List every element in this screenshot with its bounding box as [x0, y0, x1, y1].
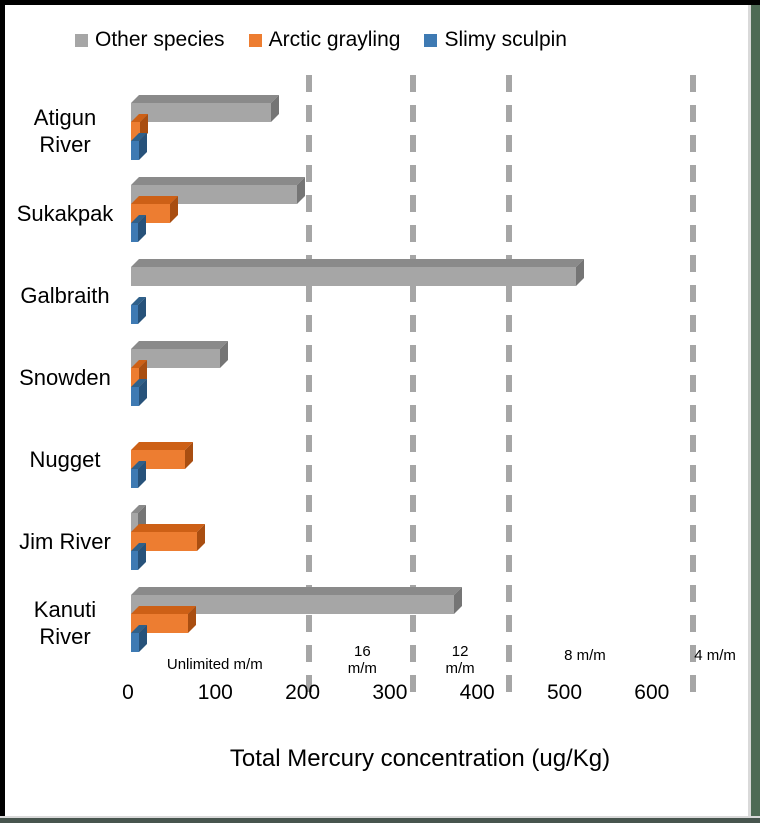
bar-slimy-sculpin: [131, 633, 139, 652]
guideline-annotation: 4 m/m: [694, 647, 736, 664]
x-tick-label: 600: [634, 681, 670, 704]
bar-arctic-grayling: [131, 122, 140, 141]
x-tick-label: 400: [459, 681, 495, 704]
category-label: Nugget: [29, 446, 101, 472]
guideline-annotation: 8 m/m: [564, 647, 606, 664]
legend-label: Arctic grayling: [268, 28, 401, 51]
bar-other-species-top-face: [131, 341, 229, 349]
bar-arctic-grayling-top-face: [131, 606, 196, 614]
x-axis-title: Total Mercury concentration (ug/Kg): [229, 745, 611, 772]
window-border-right-line: [748, 5, 751, 823]
bar-arctic-grayling: [131, 368, 139, 387]
window-border-right: [751, 5, 760, 823]
guideline-annotation: 16 m/m: [347, 643, 377, 677]
legend-swatch-icon: [248, 33, 262, 47]
bar-other-species: [131, 513, 138, 532]
window-border-bottom-line: [0, 816, 760, 818]
category-label: Galbraith: [20, 282, 110, 308]
guideline-12-m/m: [410, 75, 417, 700]
category-label: Sukakpak: [16, 200, 114, 226]
x-tick-label: 500: [546, 681, 583, 704]
legend-swatch-icon: [75, 33, 88, 47]
bar-arctic-grayling-top-face: [131, 442, 194, 450]
category-label: Jim River: [19, 528, 111, 554]
x-tick-label: 200: [285, 681, 321, 704]
window-border-left: [0, 0, 5, 818]
legend-item-arctic-grayling: Arctic grayling: [248, 28, 401, 52]
bar-other-species-top-face: [131, 587, 462, 595]
window-border-bottom: [0, 818, 760, 823]
bar-other-species-top-face: [131, 95, 279, 103]
x-tick-label: 100: [197, 681, 233, 704]
bar-slimy-sculpin: [131, 387, 139, 406]
category-label: Kanuti River: [33, 597, 97, 649]
x-tick-label: 0: [122, 681, 134, 704]
legend-item-slimy-sculpin: Slimy sculpin: [424, 28, 567, 52]
guideline-4-m/m: [689, 75, 696, 700]
x-tick-label: 300: [372, 681, 408, 704]
bar-other-species: [131, 103, 271, 122]
category-label: Atigun River: [33, 105, 97, 157]
bar-arctic-grayling: [131, 532, 198, 551]
guideline-annotation: 12 m/m: [445, 643, 475, 677]
bar-slimy-sculpin: [131, 469, 138, 488]
bar-slimy-sculpin: [131, 141, 139, 160]
legend-swatch-icon: [424, 33, 438, 47]
bar-other-species: [131, 349, 221, 368]
bar-other-species-top-face: [131, 177, 305, 185]
guideline-annotation: Unlimited m/m: [166, 656, 263, 673]
legend-label: Slimy sculpin: [444, 28, 567, 51]
bar-slimy-sculpin: [131, 305, 138, 324]
legend-label: Other species: [95, 28, 225, 51]
chart-legend: Other species Arctic grayling Slimy sculpi…: [75, 28, 567, 52]
bar-other-species-top-face: [131, 259, 585, 267]
guideline-16-m/m: [305, 75, 312, 700]
window-border-top: [0, 0, 760, 5]
legend-item-other-species: Other species: [75, 28, 225, 52]
bar-slimy-sculpin: [131, 223, 138, 242]
category-label: Snowden: [19, 364, 111, 390]
bar-other-species: [131, 267, 577, 286]
bar-slimy-sculpin: [131, 551, 138, 570]
bar-arctic-grayling-top-face: [131, 524, 206, 532]
bar-other-species: [131, 595, 454, 614]
guideline-8-m/m: [506, 75, 513, 700]
